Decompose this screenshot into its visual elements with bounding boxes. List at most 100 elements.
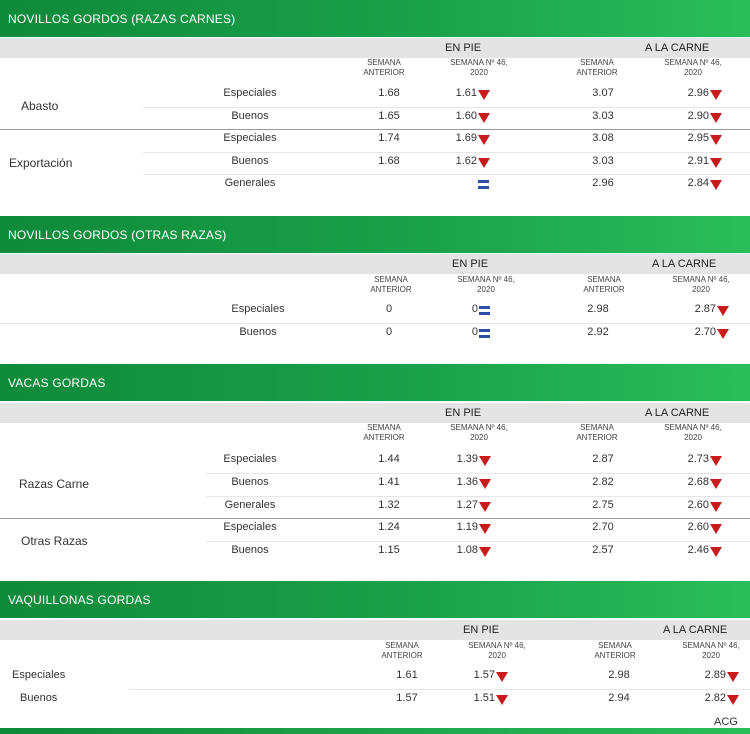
col-header-a-la-carne: A LA CARNE: [645, 42, 710, 54]
en-pie-anterior-value: 0: [385, 303, 393, 315]
carne-anterior-value: 2.96: [592, 177, 614, 189]
equal-icon: [479, 329, 490, 338]
group-label: Abasto: [21, 99, 59, 113]
carne-anterior-value: 2.70: [592, 521, 614, 534]
section-title: VAQUILLONAS GORDAS: [8, 592, 151, 607]
down-arrow-icon: [717, 329, 729, 339]
carne-actual-value: 2.70: [694, 326, 716, 338]
en-pie-anterior-value: 1.68: [378, 87, 400, 99]
carne-actual-value: 2.82: [704, 692, 726, 704]
row-label: Especiales: [223, 132, 277, 144]
row-label: Buenos: [231, 109, 269, 122]
group-label: Razas Carne: [19, 477, 90, 491]
carne-actual-value: 2.90: [687, 109, 709, 122]
carne-anterior-value: 2.82: [592, 475, 614, 488]
row-divider: [206, 495, 750, 497]
en-pie-anterior-value: 0: [385, 326, 393, 338]
down-arrow-icon: [710, 478, 722, 489]
section-header: VACAS GORDAS: [0, 364, 750, 401]
down-arrow-icon: [478, 135, 490, 145]
col-header-en-pie: EN PIE: [452, 258, 489, 270]
down-arrow-icon: [478, 90, 490, 100]
semana-actual-label: SEMANA Nº 46, 2020: [682, 641, 740, 660]
semana-anterior-label: SEMANA ANTERIOR: [594, 641, 636, 660]
carne-anterior-value: 2.87: [592, 453, 614, 465]
col-header-a-la-carne: A LA CARNE: [663, 624, 728, 636]
en-pie-actual-value: 1.51: [473, 692, 495, 704]
semana-anterior-label: SEMANA ANTERIOR: [576, 58, 618, 77]
semana-actual-label: SEMANA Nº 46, 2020: [664, 58, 722, 77]
en-pie-anterior-value: 1.32: [378, 498, 400, 511]
carne-anterior-value: 2.98: [608, 669, 630, 681]
down-arrow-icon: [479, 456, 491, 466]
carne-actual-value: 2.60: [687, 498, 709, 511]
col-header-en-pie: EN PIE: [445, 42, 482, 54]
col-header-en-pie: EN PIE: [445, 407, 482, 419]
column-header-band: [0, 620, 750, 640]
row-label: Especiales: [223, 87, 277, 99]
down-arrow-icon: [710, 157, 722, 168]
carne-anterior-value: 2.75: [592, 498, 614, 511]
group-label: Exportación: [9, 156, 73, 170]
section-header: NOVILLOS GORDOS (RAZAS CARNES): [0, 0, 750, 37]
down-arrow-icon: [496, 672, 508, 682]
en-pie-actual-value: 1.19: [456, 521, 478, 534]
column-header-band: [0, 38, 750, 58]
semana-anterior-label: SEMANA ANTERIOR: [381, 641, 423, 660]
down-arrow-icon: [710, 547, 722, 558]
down-arrow-icon: [479, 547, 491, 558]
down-arrow-icon: [478, 112, 490, 123]
carne-actual-value: 2.84: [687, 177, 709, 189]
bottom-bar: [0, 728, 750, 734]
en-pie-actual-value: 1.27: [456, 498, 478, 511]
col-header-a-la-carne: A LA CARNE: [645, 407, 710, 419]
row-label: Buenos: [231, 475, 269, 488]
section-header: NOVILLOS GORDOS (OTRAS RAZAS): [0, 216, 750, 253]
row-label: Especiales: [12, 669, 66, 681]
en-pie-anterior-value: 1.57: [396, 692, 418, 704]
en-pie-anterior-value: 1.24: [378, 521, 400, 534]
section-header: VAQUILLONAS GORDAS: [0, 581, 750, 618]
en-pie-actual-value: 1.57: [473, 669, 495, 681]
carne-anterior-value: 2.57: [592, 544, 614, 557]
row-label: Buenos: [231, 544, 269, 557]
down-arrow-icon: [727, 695, 739, 705]
down-arrow-icon: [710, 456, 722, 466]
en-pie-anterior-value: 1.15: [378, 544, 400, 557]
row-divider: [206, 472, 750, 474]
carne-actual-value: 2.68: [687, 475, 709, 488]
semana-anterior-label: SEMANA ANTERIOR: [363, 423, 405, 442]
down-arrow-icon: [710, 112, 722, 123]
carne-actual-value: 2.87: [694, 303, 716, 315]
section-title: VACAS GORDAS: [8, 375, 106, 390]
carne-anterior-value: 3.03: [592, 154, 614, 167]
footer-credit: ACG: [714, 716, 738, 728]
en-pie-actual-value: 1.36: [456, 475, 478, 488]
en-pie-actual-value: 1.08: [456, 544, 478, 557]
en-pie-actual-value: 1.61: [455, 87, 477, 99]
en-pie-anterior-value: 1.61: [396, 669, 418, 681]
en-pie-actual-value: 1.62: [455, 154, 477, 167]
section-title: NOVILLOS GORDOS (OTRAS RAZAS): [8, 227, 227, 242]
row-label: Buenos: [20, 692, 58, 704]
semana-anterior-label: SEMANA ANTERIOR: [583, 275, 625, 294]
equal-icon: [478, 180, 489, 189]
semana-actual-label: SEMANA Nº 46, 2020: [457, 275, 515, 294]
semana-actual-label: SEMANA Nº 46, 2020: [450, 58, 508, 77]
row-divider: [143, 106, 750, 108]
down-arrow-icon: [717, 306, 729, 316]
down-arrow-icon: [479, 478, 491, 489]
carne-actual-value: 2.46: [687, 544, 709, 557]
carne-actual-value: 2.91: [687, 154, 709, 167]
carne-anterior-value: 3.03: [592, 109, 614, 122]
row-label: Generales: [224, 498, 276, 511]
col-header-a-la-carne: A LA CARNE: [652, 258, 717, 270]
group-divider: [0, 518, 750, 520]
semana-anterior-label: SEMANA ANTERIOR: [370, 275, 412, 294]
down-arrow-icon: [710, 90, 722, 100]
en-pie-actual-value: 0: [471, 326, 478, 338]
carne-anterior-value: 2.98: [587, 303, 609, 315]
carne-actual-value: 2.95: [687, 132, 709, 144]
down-arrow-icon: [710, 180, 722, 190]
down-arrow-icon: [710, 135, 722, 145]
